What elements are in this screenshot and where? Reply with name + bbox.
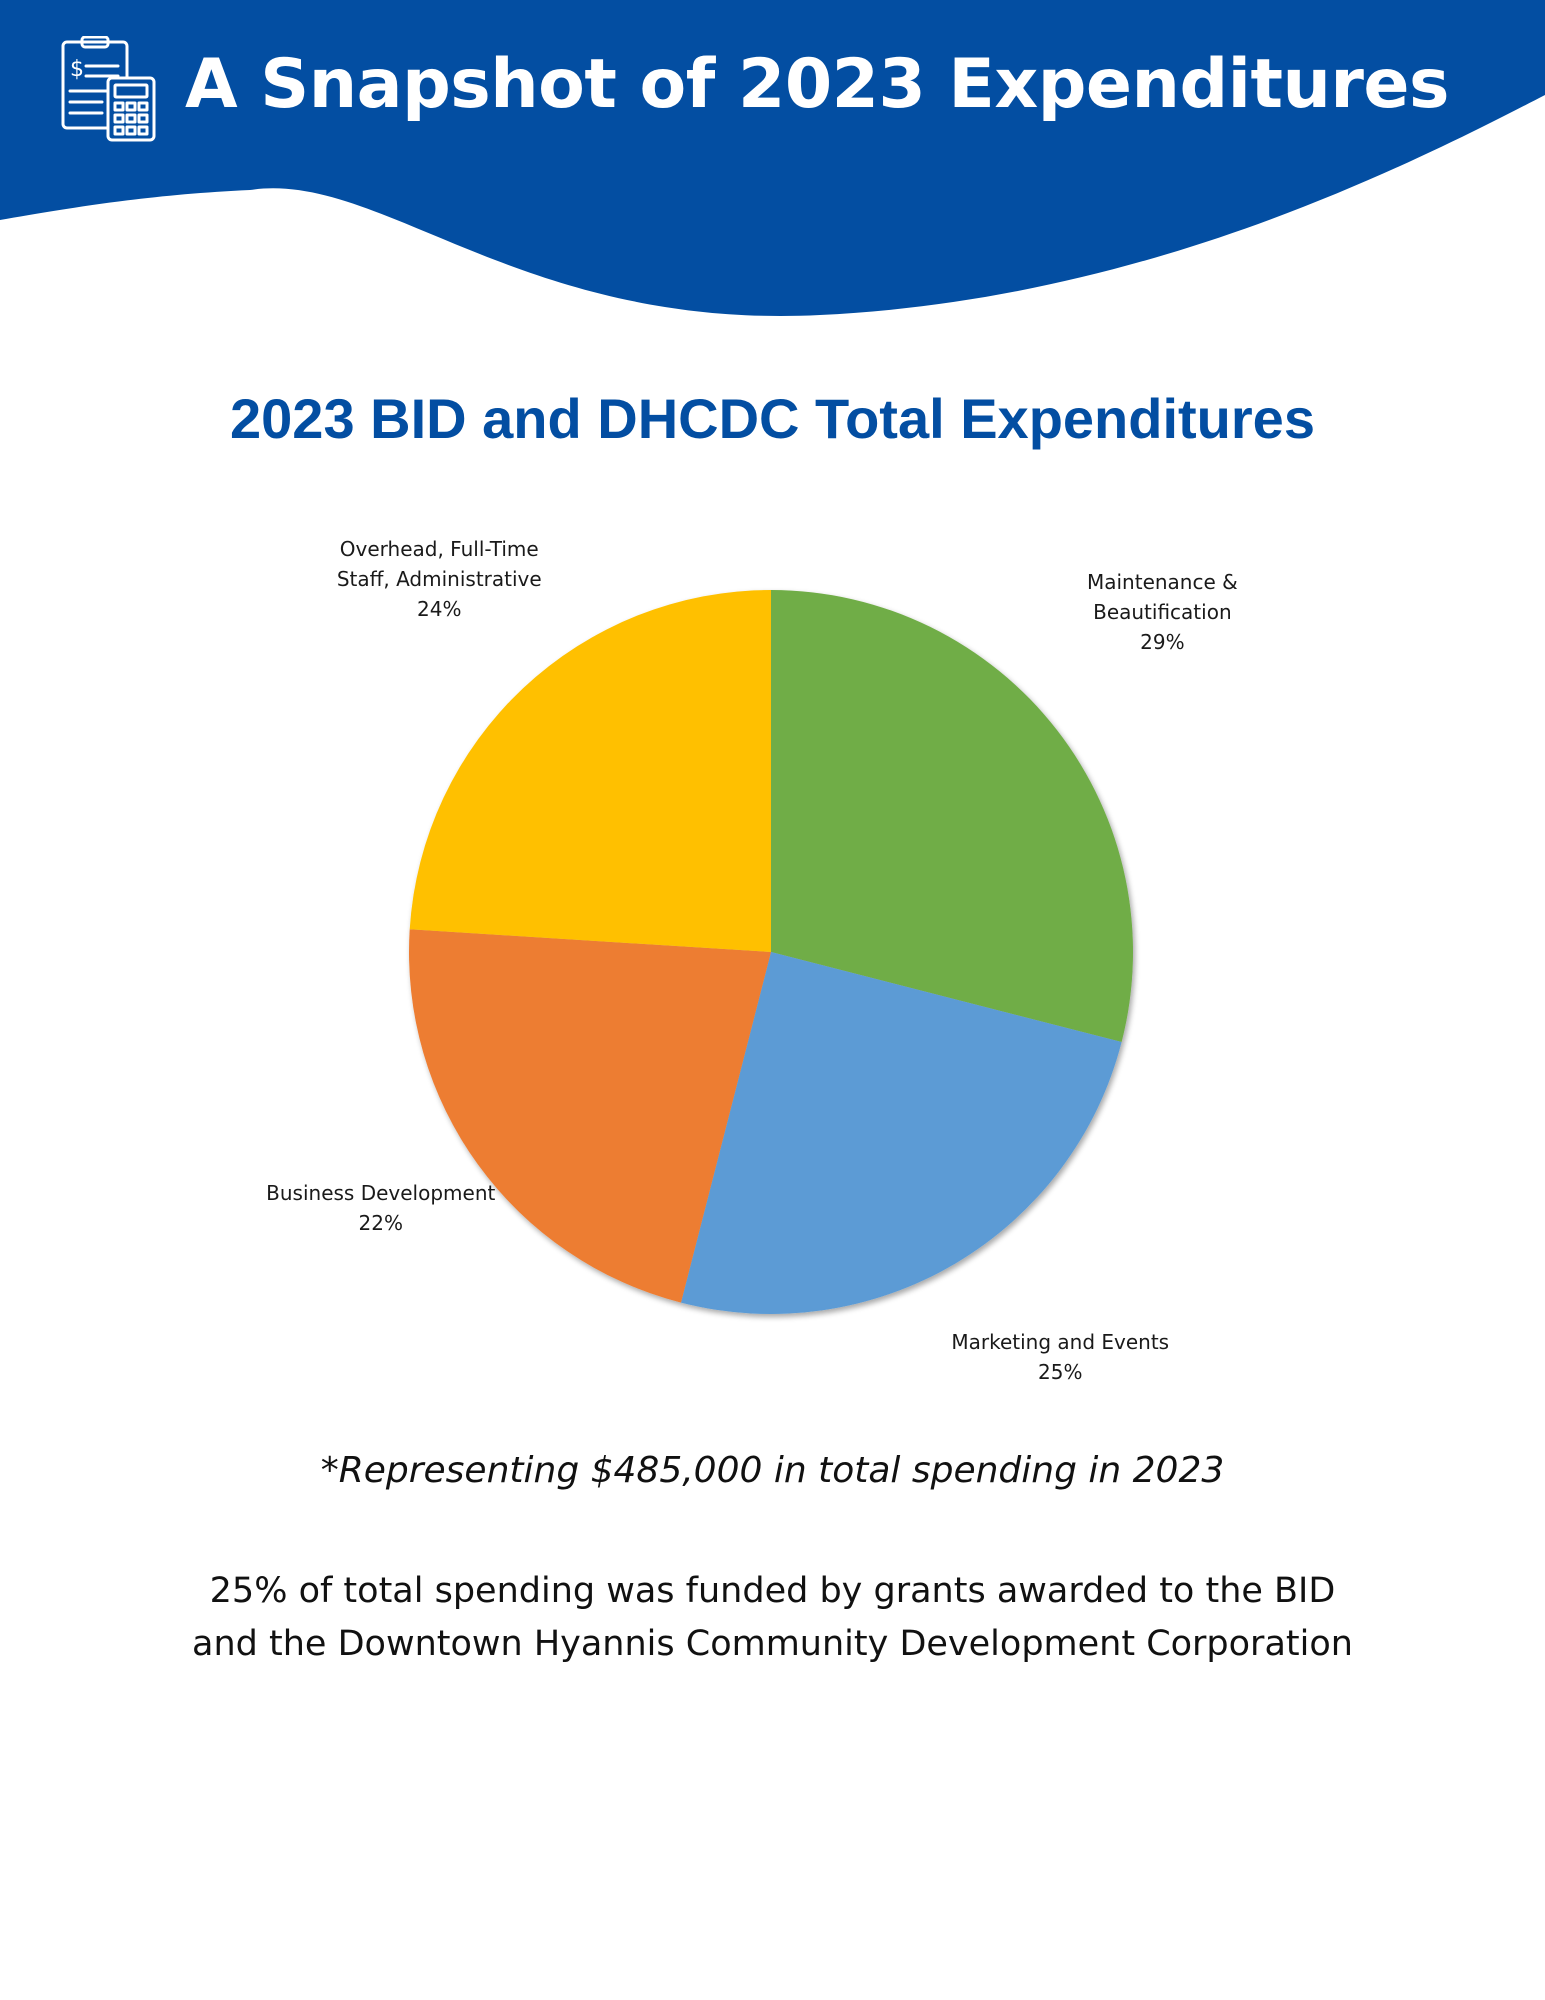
pie-slice-2 <box>680 952 1122 1314</box>
slice-label-text: Marketing and Events <box>951 1329 1170 1354</box>
svg-text:$: $ <box>70 57 84 82</box>
slice-percent: 25% <box>1038 1359 1083 1384</box>
slice-label-text: Maintenance & <box>1086 569 1238 594</box>
slice-label-2: Marketing and Events 25% <box>951 1327 1169 1387</box>
slice-label-3: Business Development 22% <box>266 1178 495 1238</box>
slice-label-text: Business Development <box>266 1181 496 1206</box>
header-wave <box>0 0 1545 316</box>
slice-label-text: Overhead, Full-Time <box>339 537 539 562</box>
slice-percent: 22% <box>358 1211 403 1236</box>
total-spending-note: *Representing $485,000 in total spending… <box>320 1450 1225 1491</box>
slice-label-4: Overhead, Full-Time Staff, Administrative… <box>337 534 542 624</box>
grants-line-2: and the Downtown Hyannis Community Devel… <box>192 1624 1353 1664</box>
slice-percent: 29% <box>1140 629 1185 654</box>
slice-percent: 24% <box>417 597 462 622</box>
pie-slice-3 <box>409 929 771 1303</box>
grants-line-1: 25% of total spending was funded by gran… <box>209 1571 1336 1611</box>
clipboard-calculator-icon: $ <box>60 35 158 144</box>
slice-label-text: Beautification <box>1093 599 1232 624</box>
slice-label-text: Staff, Administrative <box>336 567 542 592</box>
page-title: A Snapshot of 2023 Expenditures <box>185 45 1449 124</box>
pie-chart-svg <box>409 590 1133 1314</box>
pie-slice-1 <box>771 590 1133 1043</box>
chart-title: 2023 BID and DHCDC Total Expenditures <box>230 387 1315 450</box>
grants-statement: 25% of total spending was funded by gran… <box>0 1565 1545 1671</box>
pie-slice-4 <box>409 590 771 952</box>
slice-label-1: Maintenance & Beautification 29% <box>1087 567 1238 657</box>
header-banner <box>0 0 1545 330</box>
pie-chart: Maintenance & Beautification 29% Marketing … <box>0 537 1545 1383</box>
